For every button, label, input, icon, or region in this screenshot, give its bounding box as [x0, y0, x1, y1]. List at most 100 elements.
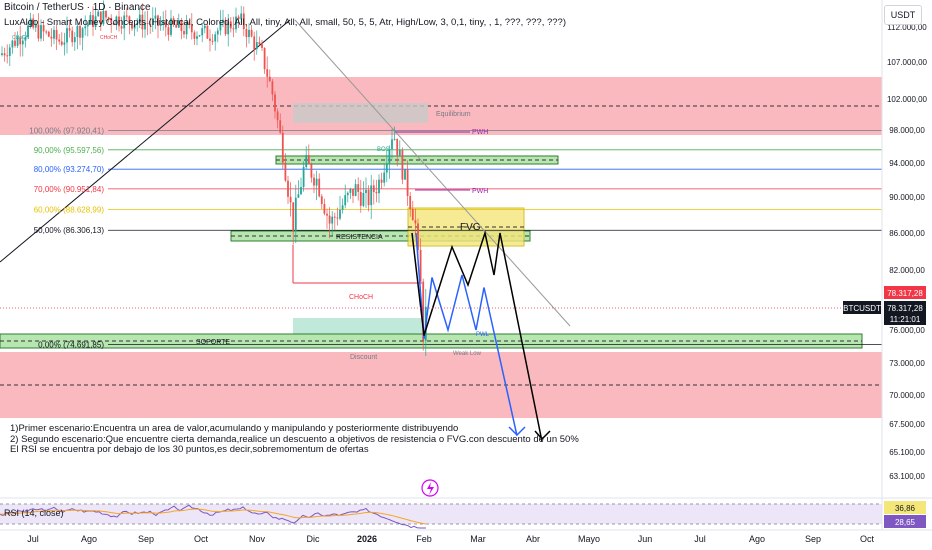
price-tick-label: 94.000,00: [889, 159, 925, 168]
candle-body: [24, 36, 27, 41]
candle-body: [3, 53, 6, 56]
price-tick-label: 67.500,00: [889, 420, 925, 429]
candle-body: [177, 20, 180, 28]
indicator-label[interactable]: LuxAlgo - Smart Money Concepts (Historic…: [4, 17, 566, 28]
currency-button[interactable]: USDT: [884, 5, 922, 25]
candle-body: [315, 178, 318, 186]
candle-body: [357, 184, 360, 192]
candle-body: [362, 192, 365, 206]
candle-body: [11, 40, 14, 48]
candle-body: [289, 196, 292, 203]
equilibrium-box: [293, 103, 428, 123]
candle-body: [367, 189, 370, 206]
candle-body: [294, 197, 297, 231]
candle-body: [359, 191, 362, 206]
candle-body: [313, 177, 315, 186]
candle-body: [16, 37, 19, 46]
candle-body: [27, 25, 29, 37]
candle-body: [346, 192, 349, 196]
time-tick-label: Ago: [749, 534, 765, 544]
lightning-icon[interactable]: [421, 479, 439, 497]
pwh-label-top: PWH: [472, 129, 488, 136]
candle-body: [97, 11, 100, 17]
candle-body: [102, 10, 105, 25]
time-tick-label: Jul: [694, 534, 706, 544]
chart-title: Bitcoin / TetherUS · 1D · Binance: [4, 2, 151, 13]
resistencia-label: RESISTENCIA: [336, 234, 383, 241]
time-tick-label: Mayo: [578, 534, 600, 544]
candle-body: [19, 37, 22, 45]
equilibrium-label: Equilibrium: [436, 111, 471, 118]
price-tick-label: 86.000,00: [889, 229, 925, 238]
candle-body: [274, 94, 276, 112]
candle-body: [76, 26, 79, 38]
candle-body: [232, 28, 235, 30]
scenario-2-text: 2) Segundo escenario:Que encuentre ciert…: [10, 434, 579, 445]
choch-small-label-2: CHoCH: [100, 35, 118, 41]
price-tick-label: 102.000,00: [887, 95, 928, 104]
candle-body: [1, 53, 3, 55]
candle-body: [105, 10, 107, 18]
candle-body: [125, 15, 128, 17]
candle-body: [86, 24, 89, 27]
fib-label: 70,00% (90.951,84): [34, 185, 105, 194]
candle-body: [417, 223, 419, 250]
candle-body: [229, 21, 232, 29]
candle-body: [419, 249, 422, 282]
candle-body: [201, 28, 204, 36]
candle-body: [393, 138, 396, 140]
candle-body: [404, 168, 406, 180]
candle-body: [263, 47, 266, 70]
candle-body: [55, 29, 58, 40]
candle-body: [32, 18, 35, 28]
fib-label: 50,00% (86.306,13): [34, 226, 105, 235]
candle-body: [183, 31, 185, 35]
candle-body: [53, 29, 55, 39]
time-tick-label: Jun: [638, 534, 653, 544]
candle-body: [131, 23, 133, 29]
candle-body: [50, 36, 53, 39]
candle-body: [227, 21, 230, 35]
candle-body: [383, 172, 386, 183]
candle-body: [398, 150, 401, 156]
candle-body: [115, 16, 118, 26]
soporte-label: SOPORTE: [196, 339, 230, 346]
price-axis[interactable]: 112.000,00 107.000,00 102.000,00 98.000,00 9…: [887, 23, 928, 481]
scenario-1-text: 1)Primer escenario:Encuentra un area de …: [10, 423, 459, 434]
candle-body: [297, 194, 300, 198]
price-tick-label: 63.100,00: [889, 472, 925, 481]
price-tick-label: 70.000,00: [889, 391, 925, 400]
trend-line-down: [294, 19, 571, 327]
candle-body: [167, 27, 170, 35]
candle-body: [253, 36, 256, 50]
fib-label: 90,00% (95.597,56): [34, 146, 105, 155]
candle-body: [34, 24, 37, 28]
choch-small-label: CHoCH: [12, 35, 30, 41]
candle-body: [66, 28, 68, 43]
candle-body: [339, 209, 341, 219]
candle-body: [175, 24, 178, 28]
price-tick-label: 112.000,00: [887, 23, 927, 32]
candle-body: [276, 111, 279, 121]
candle-body: [279, 120, 282, 133]
time-tick-label: 2026: [357, 534, 377, 544]
candle-body: [411, 208, 414, 221]
candle-body: [341, 205, 344, 210]
candle-body: [248, 29, 250, 38]
candle-body: [37, 24, 40, 39]
candle-body: [378, 179, 380, 194]
candle-body: [344, 195, 347, 206]
fib-label: 0,00% (74.691,85): [38, 340, 104, 349]
bos-label: BOS: [377, 147, 390, 153]
candle-body: [144, 22, 146, 30]
time-tick-label: Oct: [194, 534, 209, 544]
candle-body: [149, 23, 152, 26]
countdown: 11:21:01: [890, 315, 921, 324]
time-axis[interactable]: Jul Ago Sep Oct Nov Dic 2026 Feb Mar Abr Mayo Jun Ju…: [27, 534, 874, 544]
candle-body: [120, 26, 123, 29]
candle-body: [302, 167, 305, 188]
candle-body: [255, 42, 258, 50]
candle-body: [349, 188, 352, 193]
current-price-tag: 78.317,28: [887, 289, 923, 298]
